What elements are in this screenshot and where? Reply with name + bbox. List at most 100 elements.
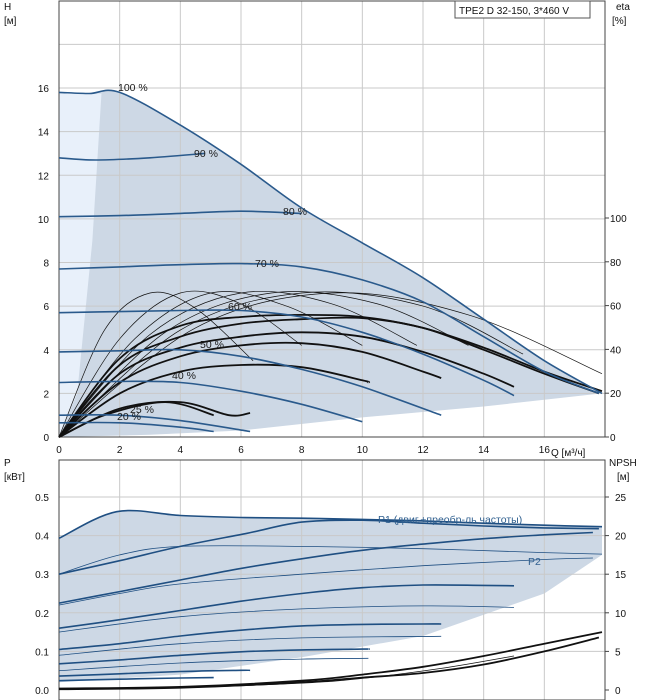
efficiency-curve-11	[58, 291, 469, 438]
speed-label-20: 20 %	[117, 411, 141, 423]
power-tick: 0.2	[35, 609, 49, 620]
x-tick: 0	[56, 445, 62, 456]
head-curve-80	[58, 210, 302, 218]
p2-curves	[58, 545, 603, 672]
p2-curve-1	[58, 557, 593, 606]
p1-curve-1	[58, 519, 599, 575]
efficiency-curve-8	[58, 290, 302, 438]
power-label-symbol: P	[4, 458, 11, 469]
region-main	[59, 90, 602, 437]
y-right-tick: 80	[610, 258, 622, 269]
y-left-label-symbol: H	[4, 2, 11, 13]
efficiency-curves	[58, 290, 603, 438]
y-left-tick: 0	[43, 433, 49, 444]
y-right-tick: 100	[610, 214, 627, 225]
npsh-tick: 25	[615, 493, 627, 504]
y-right-tick: 0	[610, 433, 616, 444]
x-tick: 6	[238, 445, 244, 456]
y-left-label-unit: [м]	[4, 16, 17, 27]
y-left-tick: 12	[38, 171, 50, 182]
efficiency-curve-0	[58, 313, 603, 438]
y-right-label-symbol: eta	[616, 2, 630, 13]
p1-curve-7	[58, 676, 214, 682]
power-tick: 0.1	[35, 647, 49, 658]
y-left-tick: 2	[43, 389, 49, 400]
speed-label-50: 50 %	[200, 339, 224, 351]
power-label-unit: [кВт]	[4, 472, 25, 483]
speed-label-80: 80 %	[283, 206, 307, 218]
p1-curve-5	[58, 648, 370, 665]
top-x-ticks: 0 2 4 6 8 10 12 14 16	[56, 445, 550, 456]
p2-curve-2	[58, 605, 515, 633]
efficiency-curve-6	[58, 401, 214, 438]
y-left-tick: 4	[43, 346, 49, 357]
npsh-tick: 20	[615, 532, 627, 543]
speed-label-60: 60 %	[228, 301, 252, 313]
head-curve-40	[58, 380, 363, 423]
p2-series-label: P2	[528, 556, 541, 568]
x-tick: 14	[478, 445, 490, 456]
npsh-tick: 0	[615, 686, 621, 697]
head-curve-20	[58, 421, 214, 433]
top-panel: 0 2 4 6 8 10 12 14 16 0 2 4 6 8 10 12 14 16 0 20 40 60 80 100…	[4, 0, 630, 459]
speed-label-100: 100 %	[118, 82, 148, 94]
head-curve-70	[58, 262, 600, 395]
top-left-y-ticks: 0 2 4 6 8 10 12 14 16	[38, 84, 50, 444]
p1-curves	[58, 509, 603, 682]
npsh-label-unit: [м]	[617, 472, 630, 483]
efficiency-curve-13	[58, 292, 603, 438]
bottom-plot-frame	[58, 459, 606, 700]
speed-label-90: 90 %	[194, 148, 218, 160]
p2-curve-4	[58, 657, 369, 672]
y-left-tick: 8	[43, 259, 49, 270]
region-light	[59, 92, 102, 438]
y-left-tick: 6	[43, 302, 49, 313]
efficiency-curve-1	[58, 316, 600, 438]
chart-title: TPE2 D 32-150, 3*460 V	[459, 6, 569, 17]
y-right-label-unit: [%]	[612, 16, 627, 27]
x-tick: 2	[117, 445, 123, 456]
p1-curve-6	[58, 669, 251, 677]
power-tick: 0.0	[35, 686, 49, 697]
x-tick: 10	[357, 445, 369, 456]
speed-label-70: 70 %	[255, 258, 279, 270]
head-curve-60	[58, 309, 515, 397]
p1-curve-3	[58, 584, 515, 629]
power-tick: 0.3	[35, 570, 49, 581]
head-curve-90	[58, 152, 205, 161]
efficiency-curve-9	[58, 291, 363, 438]
x-tick: 8	[299, 445, 305, 456]
npsh-tick: 15	[615, 570, 627, 581]
y-right-tick: 60	[610, 302, 622, 313]
chart-title-box	[454, 0, 591, 19]
p1-curve-4	[58, 623, 442, 651]
region-bottom	[59, 510, 602, 683]
x-tick: 12	[417, 445, 429, 456]
p1-curve-0	[58, 509, 603, 540]
efficiency-curve-2	[58, 331, 515, 438]
head-curve-25	[58, 414, 251, 433]
npsh-tick: 5	[615, 647, 621, 658]
power-tick: 0.5	[35, 493, 49, 504]
bottom-grid	[59, 460, 606, 700]
p2-curve-0	[58, 545, 603, 575]
bottom-left-y-ticks: 0.0 0.1 0.2 0.3 0.4 0.5	[35, 493, 49, 697]
speed-label-25: 25 %	[130, 404, 154, 416]
p1-series-label: P1 (двиг.+преобр-ль частоты)	[378, 514, 522, 526]
bottom-right-y-ticks: 0 5 10 15 20 25	[605, 493, 627, 697]
y-left-tick: 14	[38, 128, 50, 139]
efficiency-curve-7	[58, 291, 254, 438]
y-right-tick: 20	[610, 389, 622, 400]
head-curve-100	[58, 89, 603, 395]
p1-curve-2	[58, 531, 593, 604]
top-operating-region	[59, 90, 602, 438]
y-right-tick: 40	[610, 345, 622, 356]
head-curve-50	[58, 348, 442, 416]
p2-curve-3	[58, 635, 442, 656]
speed-label-40: 40 %	[172, 370, 196, 382]
x-tick: 4	[178, 445, 184, 456]
x-axis-label: Q [м³/ч]	[551, 448, 586, 459]
speed-labels: 100 % 90 % 80 % 70 % 60 % 50 % 40 % 25 %20 %	[117, 82, 307, 423]
npsh-label-symbol: NPSH	[609, 458, 637, 469]
